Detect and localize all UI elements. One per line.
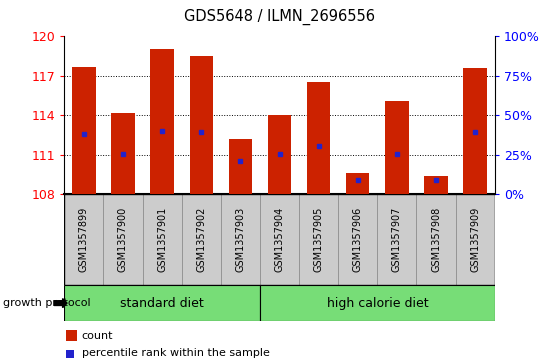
Bar	[268, 115, 291, 194]
Bar	[221, 194, 260, 285]
Bar	[260, 194, 299, 285]
Bar	[299, 194, 338, 285]
Bar	[143, 194, 182, 285]
Bar	[67, 350, 74, 358]
Text: high calorie diet: high calorie diet	[326, 297, 428, 310]
Text: GSM1357901: GSM1357901	[157, 207, 167, 272]
Text: GSM1357904: GSM1357904	[274, 207, 285, 272]
Text: GSM1357905: GSM1357905	[314, 207, 324, 272]
Text: GSM1357907: GSM1357907	[392, 207, 402, 272]
Text: GSM1357903: GSM1357903	[235, 207, 245, 272]
Bar	[64, 285, 260, 321]
Bar	[67, 330, 77, 341]
Text: growth protocol: growth protocol	[3, 298, 91, 308]
Bar	[385, 101, 409, 194]
Bar	[424, 176, 448, 194]
Text: GSM1357900: GSM1357900	[118, 207, 128, 272]
Text: percentile rank within the sample: percentile rank within the sample	[82, 348, 269, 359]
Text: GSM1357902: GSM1357902	[196, 207, 206, 272]
Bar	[103, 194, 143, 285]
Bar	[111, 113, 135, 194]
Text: GSM1357899: GSM1357899	[79, 207, 89, 272]
Bar	[229, 139, 252, 194]
Bar	[150, 49, 174, 194]
Text: standard diet: standard diet	[120, 297, 204, 310]
Text: GSM1357909: GSM1357909	[470, 207, 480, 272]
Text: GSM1357906: GSM1357906	[353, 207, 363, 272]
Bar	[190, 56, 213, 194]
Text: GDS5648 / ILMN_2696556: GDS5648 / ILMN_2696556	[184, 9, 375, 25]
Bar	[463, 68, 487, 194]
Bar	[416, 194, 456, 285]
Bar	[72, 66, 96, 194]
Bar	[182, 194, 221, 285]
Bar	[377, 194, 416, 285]
Bar	[456, 194, 495, 285]
Bar	[346, 173, 369, 194]
Bar	[338, 194, 377, 285]
Bar	[64, 194, 103, 285]
Bar	[307, 82, 330, 194]
Text: count: count	[82, 331, 113, 341]
Text: GSM1357908: GSM1357908	[431, 207, 441, 272]
Bar	[260, 285, 495, 321]
